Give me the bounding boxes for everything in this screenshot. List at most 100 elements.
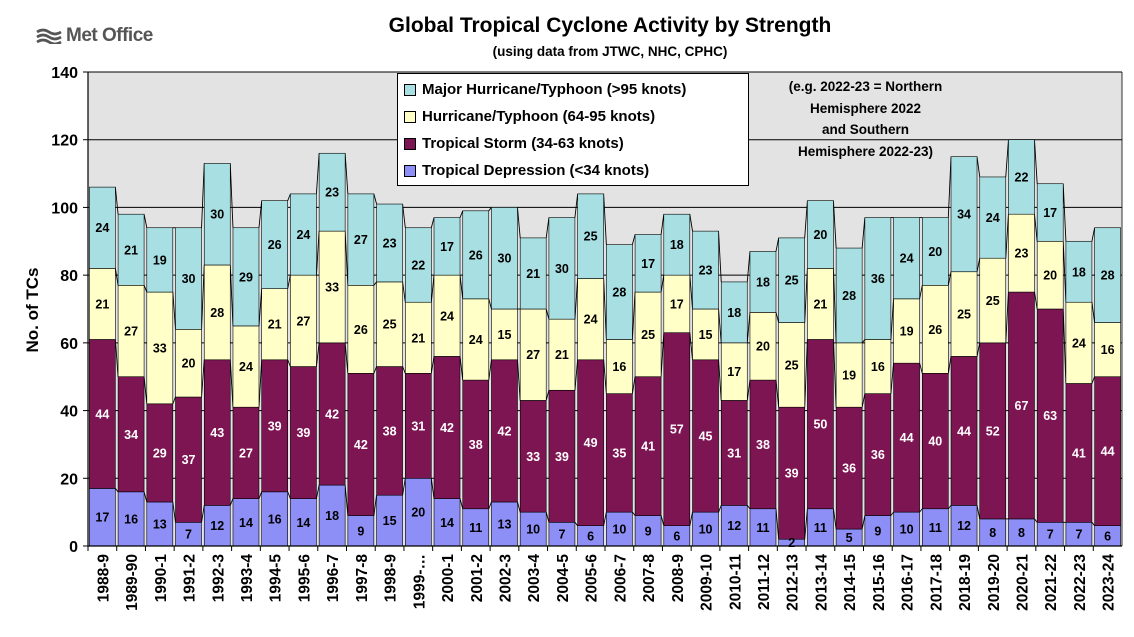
connector-hurricane — [229, 264, 234, 326]
data-label-major-hurricane: 20 — [813, 228, 827, 242]
legend-item-tropical-depression: Tropical Depression (<34 knots) — [404, 157, 748, 184]
data-label-hurricane: 19 — [900, 325, 914, 339]
bar-segment-hurricane — [692, 308, 719, 361]
connector-hurricane — [976, 258, 981, 272]
bar-segment-tropical-storm — [1094, 376, 1121, 526]
bar-segment-hurricane — [519, 308, 547, 401]
bar-segment-hurricane — [864, 339, 892, 394]
bar-segment-hurricane — [318, 230, 346, 344]
bar-segment-major-hurricane — [864, 217, 892, 340]
connector-tropical-storm — [258, 359, 263, 408]
connector-tropical-depression — [488, 501, 492, 509]
data-label-tropical-storm: 39 — [785, 467, 799, 481]
connector-tropical-storm — [947, 356, 952, 374]
bar-segment-tropical-storm — [433, 356, 461, 499]
bar-segment-tropical-depression — [979, 518, 1007, 547]
chart-subtitle: (using data from JTWC, NHC, CPHC) — [492, 44, 728, 59]
connector-tropical-storm — [574, 359, 579, 391]
data-label-hurricane: 23 — [1015, 247, 1029, 261]
data-label-tropical-storm: 35 — [612, 446, 626, 460]
connector-major-hurricane — [631, 234, 636, 245]
data-label-tropical-depression: 9 — [645, 524, 652, 538]
data-label-tropical-storm: 42 — [354, 438, 368, 452]
data-label-hurricane: 21 — [268, 318, 282, 332]
x-tick-label: 1996-7 — [325, 554, 342, 602]
bar-segment-tropical-storm — [290, 366, 317, 499]
bar-segment-hurricane — [491, 308, 518, 361]
connector-major-hurricane — [1091, 227, 1096, 242]
x-tick-label: 2019-20 — [986, 554, 1003, 611]
connector-tropical-storm — [775, 380, 780, 408]
connector-hurricane — [660, 275, 665, 293]
met-office-waves-icon — [36, 28, 62, 44]
y-tick-label: 40 — [60, 404, 78, 421]
connector-major-hurricane — [976, 156, 981, 178]
connector-tropical-storm — [517, 359, 521, 401]
data-label-tropical-storm: 42 — [498, 424, 512, 438]
connector-hurricane — [1062, 241, 1067, 303]
data-label-major-hurricane: 20 — [928, 245, 942, 259]
connector-tropical-storm — [229, 359, 234, 408]
chart-annotation: (e.g. 2022-23 = Northern Hemisphere 2022… — [758, 76, 973, 162]
data-label-major-hurricane: 26 — [469, 248, 483, 262]
connector-hurricane — [631, 292, 636, 340]
data-label-tropical-storm: 44 — [1101, 445, 1115, 459]
x-tick-label: 1997-8 — [354, 554, 371, 603]
x-tick-label: 2020-21 — [1014, 554, 1031, 611]
connector-hurricane — [201, 264, 205, 330]
data-label-hurricane: 25 — [641, 328, 655, 342]
connector-tropical-storm — [1034, 291, 1038, 310]
connector-tropical-depression — [315, 484, 320, 499]
bar-segment-hurricane — [950, 271, 978, 357]
y-tick-label: 120 — [51, 133, 78, 150]
connector-tropical-depression — [804, 508, 808, 540]
data-label-hurricane: 27 — [124, 325, 138, 339]
data-label-hurricane: 16 — [871, 360, 885, 374]
connector-tropical-depression — [947, 505, 952, 510]
data-label-tropical-depression: 7 — [1047, 528, 1054, 542]
data-label-hurricane: 27 — [296, 314, 310, 328]
data-label-tropical-depression: 11 — [756, 521, 769, 535]
x-tick-label: 2002-3 — [497, 554, 514, 603]
bar-segment-tropical-storm — [835, 406, 863, 530]
data-label-major-hurricane: 36 — [871, 272, 885, 286]
connector-major-hurricane — [1034, 139, 1038, 184]
bar-segment-major-hurricane — [261, 200, 288, 289]
data-label-hurricane: 28 — [210, 306, 224, 320]
connector-tropical-storm — [114, 339, 119, 377]
x-tick-label: 1994-5 — [268, 554, 285, 603]
connector-tropical-depression — [459, 498, 464, 509]
bar-segment-tropical-storm — [405, 373, 432, 479]
met-office-logo-text: Met Office — [66, 25, 153, 46]
connector-major-hurricane — [1005, 139, 1009, 177]
legend-swatch-hurricane — [404, 110, 416, 123]
connector-major-hurricane — [861, 217, 866, 249]
connector-tropical-storm — [430, 356, 435, 374]
connector-hurricane — [1091, 302, 1096, 323]
bar-segment-tropical-storm — [749, 379, 777, 510]
connector-tropical-depression — [890, 511, 894, 516]
bar-segment-tropical-depression — [634, 515, 662, 547]
bar-segment-hurricane — [117, 284, 145, 378]
connector-major-hurricane — [229, 163, 234, 228]
data-label-tropical-storm: 52 — [986, 424, 1000, 438]
bar-segment-major-hurricane — [749, 251, 777, 313]
connector-hurricane — [861, 339, 866, 344]
data-label-tropical-depression: 14 — [239, 516, 253, 530]
connector-tropical-storm — [402, 366, 406, 374]
connector-major-hurricane — [775, 237, 780, 252]
connector-hurricane — [775, 312, 780, 323]
bar-segment-tropical-storm — [261, 359, 288, 493]
y-tick-labels: 0 20 40 60 80 100 120 140 — [51, 65, 88, 556]
data-label-tropical-storm: 42 — [440, 421, 454, 435]
x-tick-label: 2012-13 — [785, 554, 802, 611]
data-label-tropical-storm: 38 — [383, 424, 397, 438]
bar-segment-tropical-depression — [376, 494, 403, 547]
bar-segment-major-hurricane — [89, 186, 116, 269]
bar-segment-major-hurricane — [433, 217, 461, 276]
data-label-hurricane: 15 — [699, 328, 713, 342]
connector-hurricane — [459, 275, 464, 299]
connector-tropical-storm — [1091, 376, 1096, 384]
x-tick-label: 2017-18 — [928, 554, 945, 611]
data-label-major-hurricane: 21 — [526, 267, 540, 281]
